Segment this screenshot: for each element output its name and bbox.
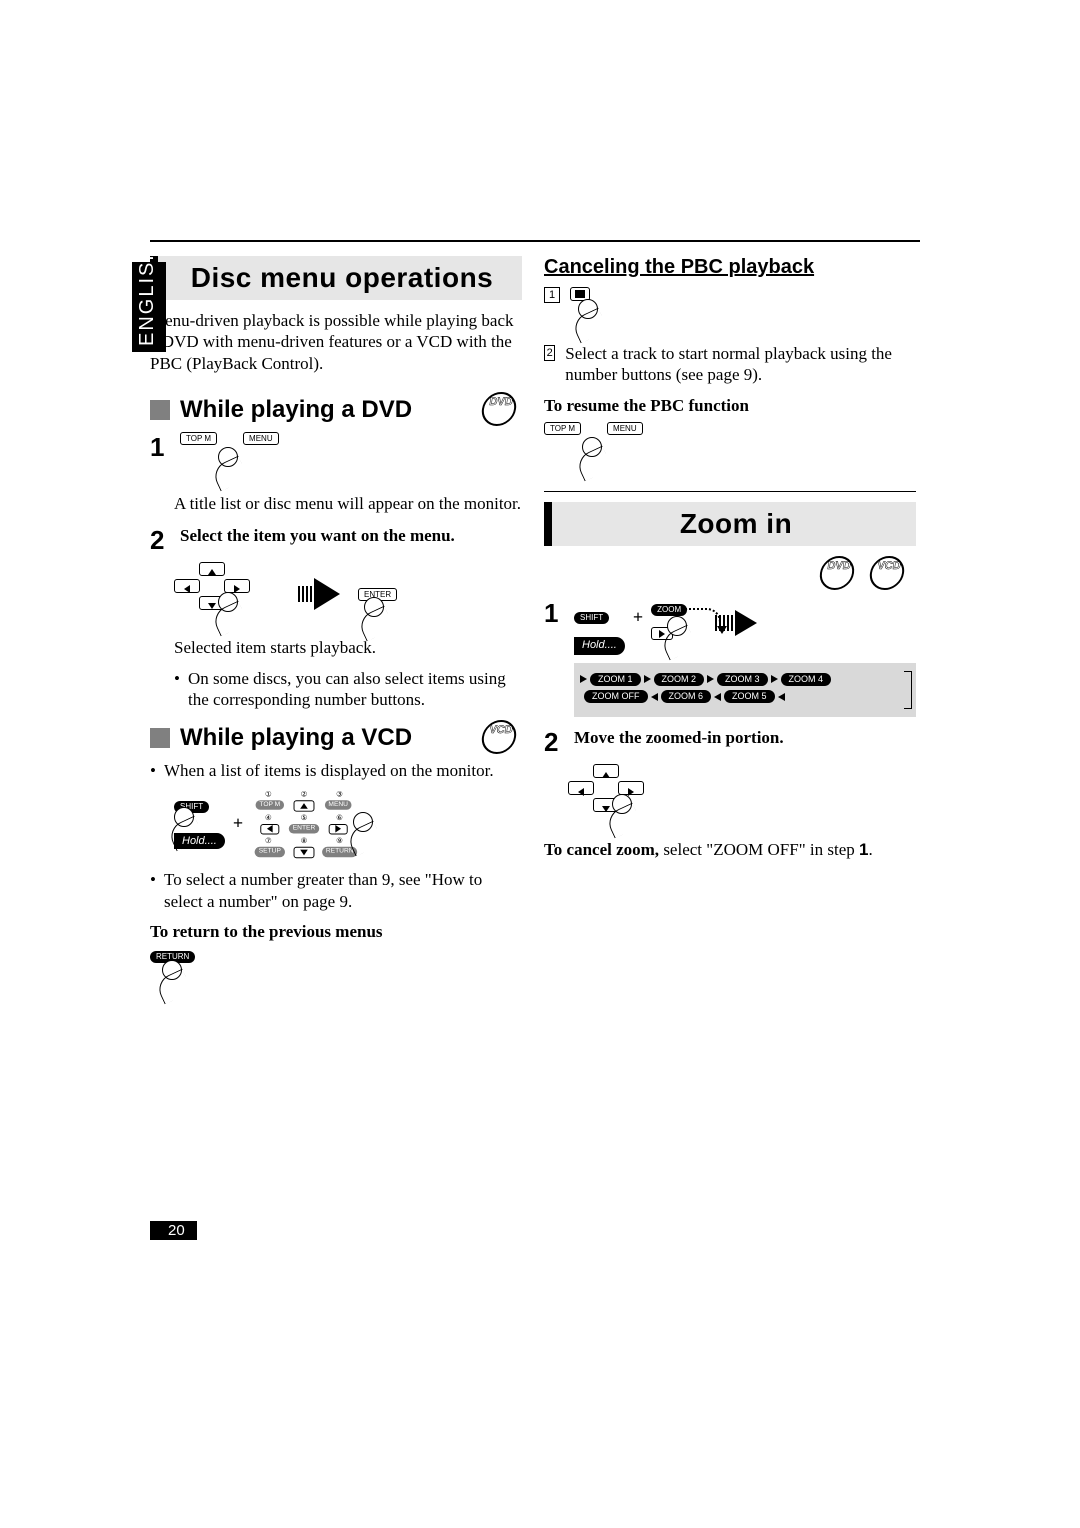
step-number: 1 (544, 598, 568, 629)
grey-square-icon (150, 400, 170, 420)
plus-icon: + (233, 813, 243, 834)
finger-press-icon (164, 803, 208, 847)
return-heading: To return to the previous menus (150, 922, 522, 942)
zoom-chip: ZOOM 3 (717, 673, 768, 686)
pbc-step2-text: Select a track to start normal playback … (565, 343, 916, 386)
arrow-right-icon (314, 578, 340, 610)
zoom-dpad-diagram (568, 764, 916, 829)
subhead-vcd: While playing a VCD VCD (150, 720, 522, 756)
subhead-text: While playing a VCD (180, 724, 412, 752)
dvd-result: Selected item starts playback. (174, 637, 522, 658)
zoom-step2-text: Move the zoomed-in portion. (574, 727, 916, 748)
dvd-note: On some discs, you can also select items… (174, 668, 522, 711)
finger-press-icon (354, 593, 398, 637)
resume-pbc-heading: To resume the PBC function (544, 396, 916, 416)
zoom-chip: ZOOM 4 (781, 673, 832, 686)
dvd-step-2: 2 Select the item you want on the menu. (150, 525, 522, 556)
finger-press-icon (602, 790, 646, 834)
subhead-dvd: While playing a DVD DVD (150, 392, 522, 428)
finger-press-icon (208, 588, 252, 632)
zoom-step-2: 2 Move the zoomed-in portion. (544, 727, 916, 758)
dpad-enter-diagram: ENTER (174, 562, 522, 627)
subhead-text: While playing a DVD (180, 396, 412, 424)
vcd-note2: To select a number greater than 9, see "… (150, 869, 522, 912)
return-button-diagram: RETURN (150, 948, 522, 998)
vcd-intro: When a list of items is displayed on the… (150, 760, 522, 781)
step-number: 1 (150, 432, 174, 463)
dvd-step2-text: Select the item you want on the menu. (180, 525, 522, 546)
page-frame: ENGLISH Disc menu operations Menu-driven… (150, 240, 920, 1270)
dvd-disc-icon: DVD (478, 392, 522, 428)
zoom-chip: ZOOM 1 (590, 673, 641, 686)
step-number: 2 (150, 525, 174, 556)
zoom-sequence-diagram: ZOOM 1 ZOOM 2 ZOOM 3 ZOOM 4 ZOOM OFF ZOO… (574, 663, 916, 718)
pbc-step2: 2 Select a track to start normal playbac… (544, 343, 916, 386)
dvd-step1-caption: A title list or disc menu will appear on… (174, 493, 522, 514)
finger-press-icon (152, 956, 196, 1000)
zoom-chip: ZOOM OFF (584, 690, 648, 703)
zoom-chip: ZOOM 6 (661, 690, 712, 703)
left-column: Disc menu operations Menu-driven playbac… (150, 256, 522, 1008)
vcd-disc-icon: VCD (478, 720, 522, 756)
two-column-layout: Disc menu operations Menu-driven playbac… (150, 242, 920, 1008)
section-title-box: Disc menu operations (150, 256, 522, 300)
resume-pbc-diagram: TOP M MENU (544, 422, 916, 478)
step-number: 2 (544, 727, 568, 758)
zoom-title-box: Zoom in (544, 502, 916, 546)
boxed-number: 2 (544, 345, 555, 361)
hold-badge: Hold.... (574, 637, 625, 655)
number-keypad-icon: ①②③ TOP M MENU ④⑤⑥ ENTER ⑦⑧⑨ SETUP RETUR… (251, 788, 357, 860)
section-title: Disc menu operations (172, 262, 512, 294)
boxed-number: 1 (544, 287, 560, 303)
pbc-cancel-heading: Canceling the PBC playback (544, 256, 916, 279)
dvd-step-1: 1 TOP M MENU (150, 432, 522, 488)
finger-press-icon (343, 808, 387, 852)
zoom-step-1: 1 SHIFT Hold.... + ZOOM (544, 598, 916, 717)
zoom-cancel-text: To cancel zoom, select "ZOOM OFF" in ste… (544, 839, 916, 860)
pbc-step1: 1 (544, 285, 916, 335)
arrow-right-icon (735, 610, 757, 636)
zoom-title: Zoom in (566, 508, 906, 540)
intro-paragraph: Menu-driven playback is possible while p… (150, 310, 522, 374)
zoom-chip: ZOOM 5 (724, 690, 775, 703)
plus-icon: + (633, 606, 643, 629)
dvd-disc-icon: DVD (816, 556, 860, 592)
zoom-disc-icons: DVD VCD (544, 556, 916, 592)
finger-press-icon (572, 433, 616, 477)
grey-square-icon (150, 728, 170, 748)
vcd-disc-icon: VCD (866, 556, 910, 592)
page-number: 20 (150, 1221, 197, 1240)
shift-button: SHIFT (574, 612, 609, 624)
finger-press-icon (208, 443, 252, 487)
finger-press-icon (568, 295, 612, 339)
zoom-chip: ZOOM 2 (654, 673, 705, 686)
vcd-shift-keypad-diagram: SHIFT Hold.... + ①②③ TOP M MENU ④⑤⑥ ENTE… (174, 788, 522, 860)
language-tab: ENGLISH (132, 262, 166, 352)
right-column: Canceling the PBC playback 1 2 Select a … (544, 256, 916, 1008)
